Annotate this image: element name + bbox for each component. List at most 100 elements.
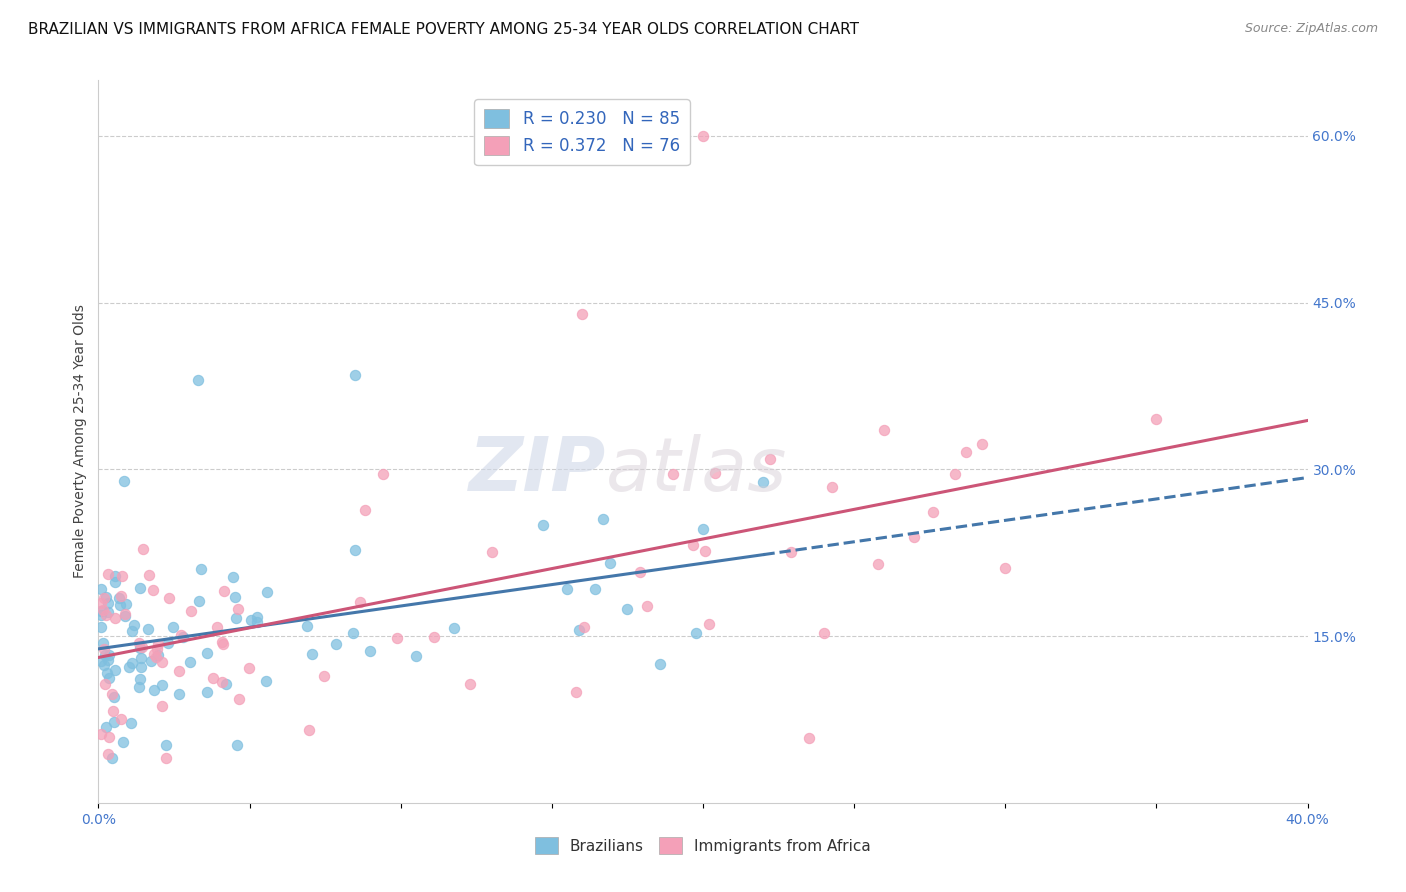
- Point: [94, 590, 117, 604]
- Point: [90, 596, 112, 610]
- Point: [90, 604, 112, 618]
- Point: [120, 716, 142, 731]
- Point: [93, 657, 115, 672]
- Point: [138, 567, 160, 582]
- Point: [752, 475, 775, 489]
- Point: [90, 727, 112, 741]
- Point: [131, 640, 153, 654]
- Point: [131, 542, 153, 557]
- Point: [994, 561, 1017, 575]
- Point: [90, 620, 112, 634]
- Point: [226, 601, 249, 615]
- Point: [533, 518, 555, 533]
- Point: [650, 657, 672, 672]
- Point: [152, 699, 174, 714]
- Point: [682, 538, 704, 552]
- Point: [943, 467, 966, 481]
- Point: [97, 567, 120, 582]
- Point: [256, 585, 278, 599]
- Point: [1144, 412, 1167, 426]
- Point: [592, 511, 614, 525]
- Legend: Brazilians, Immigrants from Africa: Brazilians, Immigrants from Africa: [529, 831, 877, 860]
- Point: [972, 437, 994, 451]
- Point: [90, 582, 112, 596]
- Point: [599, 556, 621, 570]
- Point: [146, 637, 169, 651]
- Point: [157, 591, 180, 605]
- Point: [96, 596, 118, 610]
- Point: [314, 669, 336, 683]
- Point: [214, 676, 236, 690]
- Point: [190, 562, 212, 576]
- Point: [90, 608, 112, 623]
- Point: [145, 650, 167, 665]
- Point: [955, 445, 977, 459]
- Point: [121, 656, 143, 670]
- Point: [94, 720, 117, 734]
- Point: [173, 630, 195, 644]
- Point: [246, 615, 269, 629]
- Point: [903, 530, 925, 544]
- Point: [150, 678, 173, 692]
- Point: [112, 474, 135, 488]
- Point: [111, 734, 134, 748]
- Point: [179, 655, 201, 669]
- Point: [349, 595, 371, 609]
- Point: [155, 738, 177, 752]
- Point: [93, 591, 115, 606]
- Point: [97, 747, 120, 761]
- Point: [354, 503, 377, 517]
- Point: [114, 608, 136, 623]
- Point: [104, 664, 127, 678]
- Point: [110, 590, 132, 604]
- Point: [298, 723, 321, 737]
- Point: [124, 618, 146, 632]
- Point: [385, 632, 408, 646]
- Point: [98, 648, 121, 662]
- Point: [128, 636, 150, 650]
- Point: [143, 683, 166, 698]
- Point: [922, 505, 945, 519]
- Point: [873, 423, 896, 437]
- Point: [583, 582, 606, 596]
- Point: [94, 677, 117, 691]
- Point: [136, 622, 159, 636]
- Point: [104, 574, 127, 589]
- Point: [139, 655, 162, 669]
- Point: [481, 545, 503, 559]
- Point: [103, 690, 125, 704]
- Point: [128, 680, 150, 694]
- Point: [146, 648, 169, 663]
- Point: [697, 617, 720, 632]
- Point: [254, 673, 277, 688]
- Point: [423, 630, 446, 644]
- Point: [142, 583, 165, 598]
- Point: [180, 604, 202, 618]
- Point: [108, 599, 131, 613]
- Point: [458, 677, 481, 691]
- Point: [692, 522, 714, 536]
- Point: [111, 568, 134, 582]
- Point: [443, 621, 465, 635]
- Point: [226, 738, 249, 752]
- Point: [97, 671, 120, 685]
- Point: [685, 626, 707, 640]
- Point: [143, 647, 166, 661]
- Point: [571, 307, 593, 321]
- Point: [240, 613, 263, 627]
- Point: [344, 368, 367, 382]
- Point: [564, 685, 586, 699]
- Point: [359, 643, 381, 657]
- Point: [222, 570, 245, 584]
- Point: [813, 626, 835, 640]
- Point: [201, 671, 224, 685]
- Point: [155, 751, 177, 765]
- Y-axis label: Female Poverty Among 25-34 Year Olds: Female Poverty Among 25-34 Year Olds: [73, 304, 87, 579]
- Point: [93, 641, 115, 656]
- Point: [344, 543, 367, 558]
- Point: [129, 582, 152, 596]
- Point: [636, 599, 658, 614]
- Point: [325, 637, 347, 651]
- Point: [101, 687, 124, 701]
- Point: [820, 479, 842, 493]
